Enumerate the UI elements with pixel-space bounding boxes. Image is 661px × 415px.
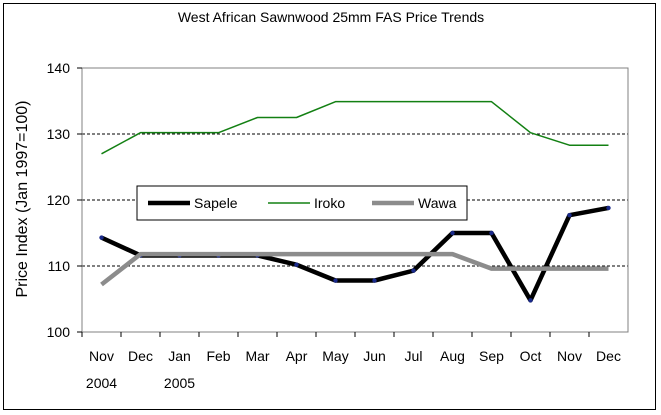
x-tick-label: May [322, 348, 348, 364]
chart-frame [3, 3, 656, 410]
y-tick-label: 140 [47, 60, 71, 76]
data-point-sapele [411, 268, 416, 273]
x-tick-label: Sep [479, 348, 504, 364]
data-point-sapele [294, 262, 299, 267]
x-tick-label: Jan [168, 348, 191, 364]
legend-label: Iroko [314, 195, 345, 211]
series-lines [99, 100, 611, 303]
x-tick-label: Mar [245, 348, 269, 364]
year-label: 2005 [164, 375, 195, 391]
year-label: 2004 [86, 375, 117, 391]
x-axis-ticks: Nov Dec Jan Feb Mar Apr May Jun Jul Aug Sep Oct Nov D… [81, 332, 621, 364]
year-labels: 2004 2005 [86, 375, 195, 391]
x-tick-label: Apr [286, 348, 308, 364]
y-tick-label: 100 [47, 324, 71, 340]
legend-label: Wawa [418, 195, 457, 211]
data-point-sapele [606, 205, 611, 211]
x-tick-label: Feb [206, 348, 230, 364]
x-tick-label: Oct [520, 348, 542, 364]
y-tick-label: 120 [47, 192, 71, 208]
legend-label: Sapele [194, 195, 238, 211]
x-tick-label: Jun [363, 348, 386, 364]
y-tick-label: 110 [48, 258, 71, 274]
series-line-wawa [100, 251, 609, 287]
data-point-sapele [489, 230, 494, 236]
x-tick-label: Aug [440, 348, 465, 364]
chart-title: West African Sawnwood 25mm FAS Price Tre… [178, 9, 484, 25]
x-tick-label: Dec [128, 348, 153, 364]
data-point-sapele [567, 212, 572, 218]
data-point-sapele [99, 235, 104, 240]
x-tick-label: Nov [557, 348, 582, 364]
data-point-sapele [333, 278, 338, 283]
y-axis-label: Price Index (Jan 1997=100) [14, 100, 31, 297]
data-point-sapele [372, 278, 377, 283]
data-point-sapele [528, 298, 533, 303]
series-line-iroko [101, 100, 609, 155]
x-tick-label: Jul [405, 348, 423, 364]
x-tick-label: Nov [89, 348, 114, 364]
data-point-sapele [450, 230, 455, 236]
legend: Sapele Iroko Wawa [136, 185, 468, 221]
y-tick-label: 130 [47, 126, 71, 142]
x-tick-label: Dec [596, 348, 621, 364]
y-axis-ticks: 100 110 120 130 140 [47, 60, 82, 340]
